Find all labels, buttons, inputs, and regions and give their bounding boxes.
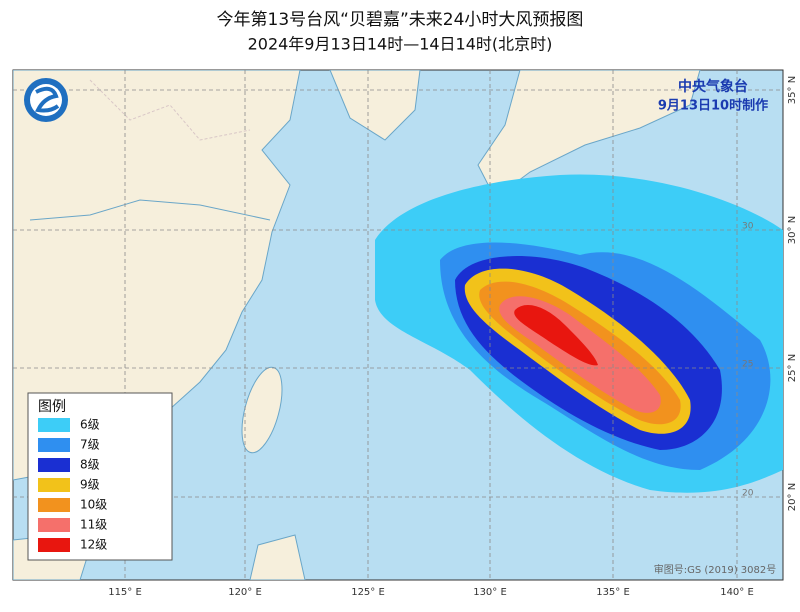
legend-label: 6级 <box>80 418 100 432</box>
land-taiwan <box>241 366 283 454</box>
legend-label: 7级 <box>80 438 100 452</box>
legend-swatch <box>38 538 70 552</box>
legend-swatch <box>38 438 70 452</box>
legend-swatch <box>38 458 70 472</box>
issuer-name: 中央气象台 <box>678 78 748 95</box>
province-border <box>89 79 251 141</box>
legend-label: 11级 <box>80 518 107 532</box>
legend-label: 8级 <box>80 458 100 472</box>
lon-label: 120° E <box>228 587 262 598</box>
legend-swatch <box>38 478 70 492</box>
legend-title: 图例 <box>38 399 66 415</box>
legend-label: 12级 <box>80 538 107 552</box>
approval: 审图号:GS (2019) 3082号 <box>654 563 777 576</box>
lon-label: 125° E <box>351 587 385 598</box>
lat-label: 30° N <box>787 216 798 244</box>
logo <box>24 78 68 122</box>
legend-swatch <box>38 498 70 512</box>
map: 30 25 20 中央气象台 9月13日10时制作 图例 6级 7级 8级 9级 10级… <box>12 69 784 581</box>
river <box>29 199 271 221</box>
graticule <box>13 70 783 580</box>
lon-label: 115° E <box>108 587 142 598</box>
land-luzon <box>249 534 306 580</box>
lon-label: 135° E <box>596 587 630 598</box>
legend: 图例 6级 7级 8级 9级 10级 11级 12级 <box>27 392 173 561</box>
land-japan <box>477 70 701 199</box>
lat-label: 20° N <box>787 483 798 511</box>
subtitle: 2024年9月13日14时—14日14时(北京时) <box>248 35 553 54</box>
inner-lat: 20 <box>742 489 754 499</box>
title: 今年第13号台风“贝碧嘉”未来24小时大风预报图 <box>217 10 584 30</box>
lat-label: 25° N <box>787 354 798 382</box>
wind-zone <box>514 305 598 366</box>
legend-swatch <box>38 418 70 432</box>
lon-label: 140° E <box>720 587 754 598</box>
legend-label: 10级 <box>80 498 107 512</box>
inner-lat: 30 <box>742 222 754 232</box>
legend-label: 9级 <box>80 478 100 492</box>
lat-label: 35° N <box>787 76 798 104</box>
legend-swatch <box>38 518 70 532</box>
inner-lat: 25 <box>742 360 753 370</box>
lon-label: 130° E <box>473 587 507 598</box>
issuer-time: 9月13日10时制作 <box>658 98 768 114</box>
axes: 115° E 120° E 125° E 130° E 135° E 140° E 35° … <box>108 76 798 598</box>
land-korea <box>329 70 421 141</box>
